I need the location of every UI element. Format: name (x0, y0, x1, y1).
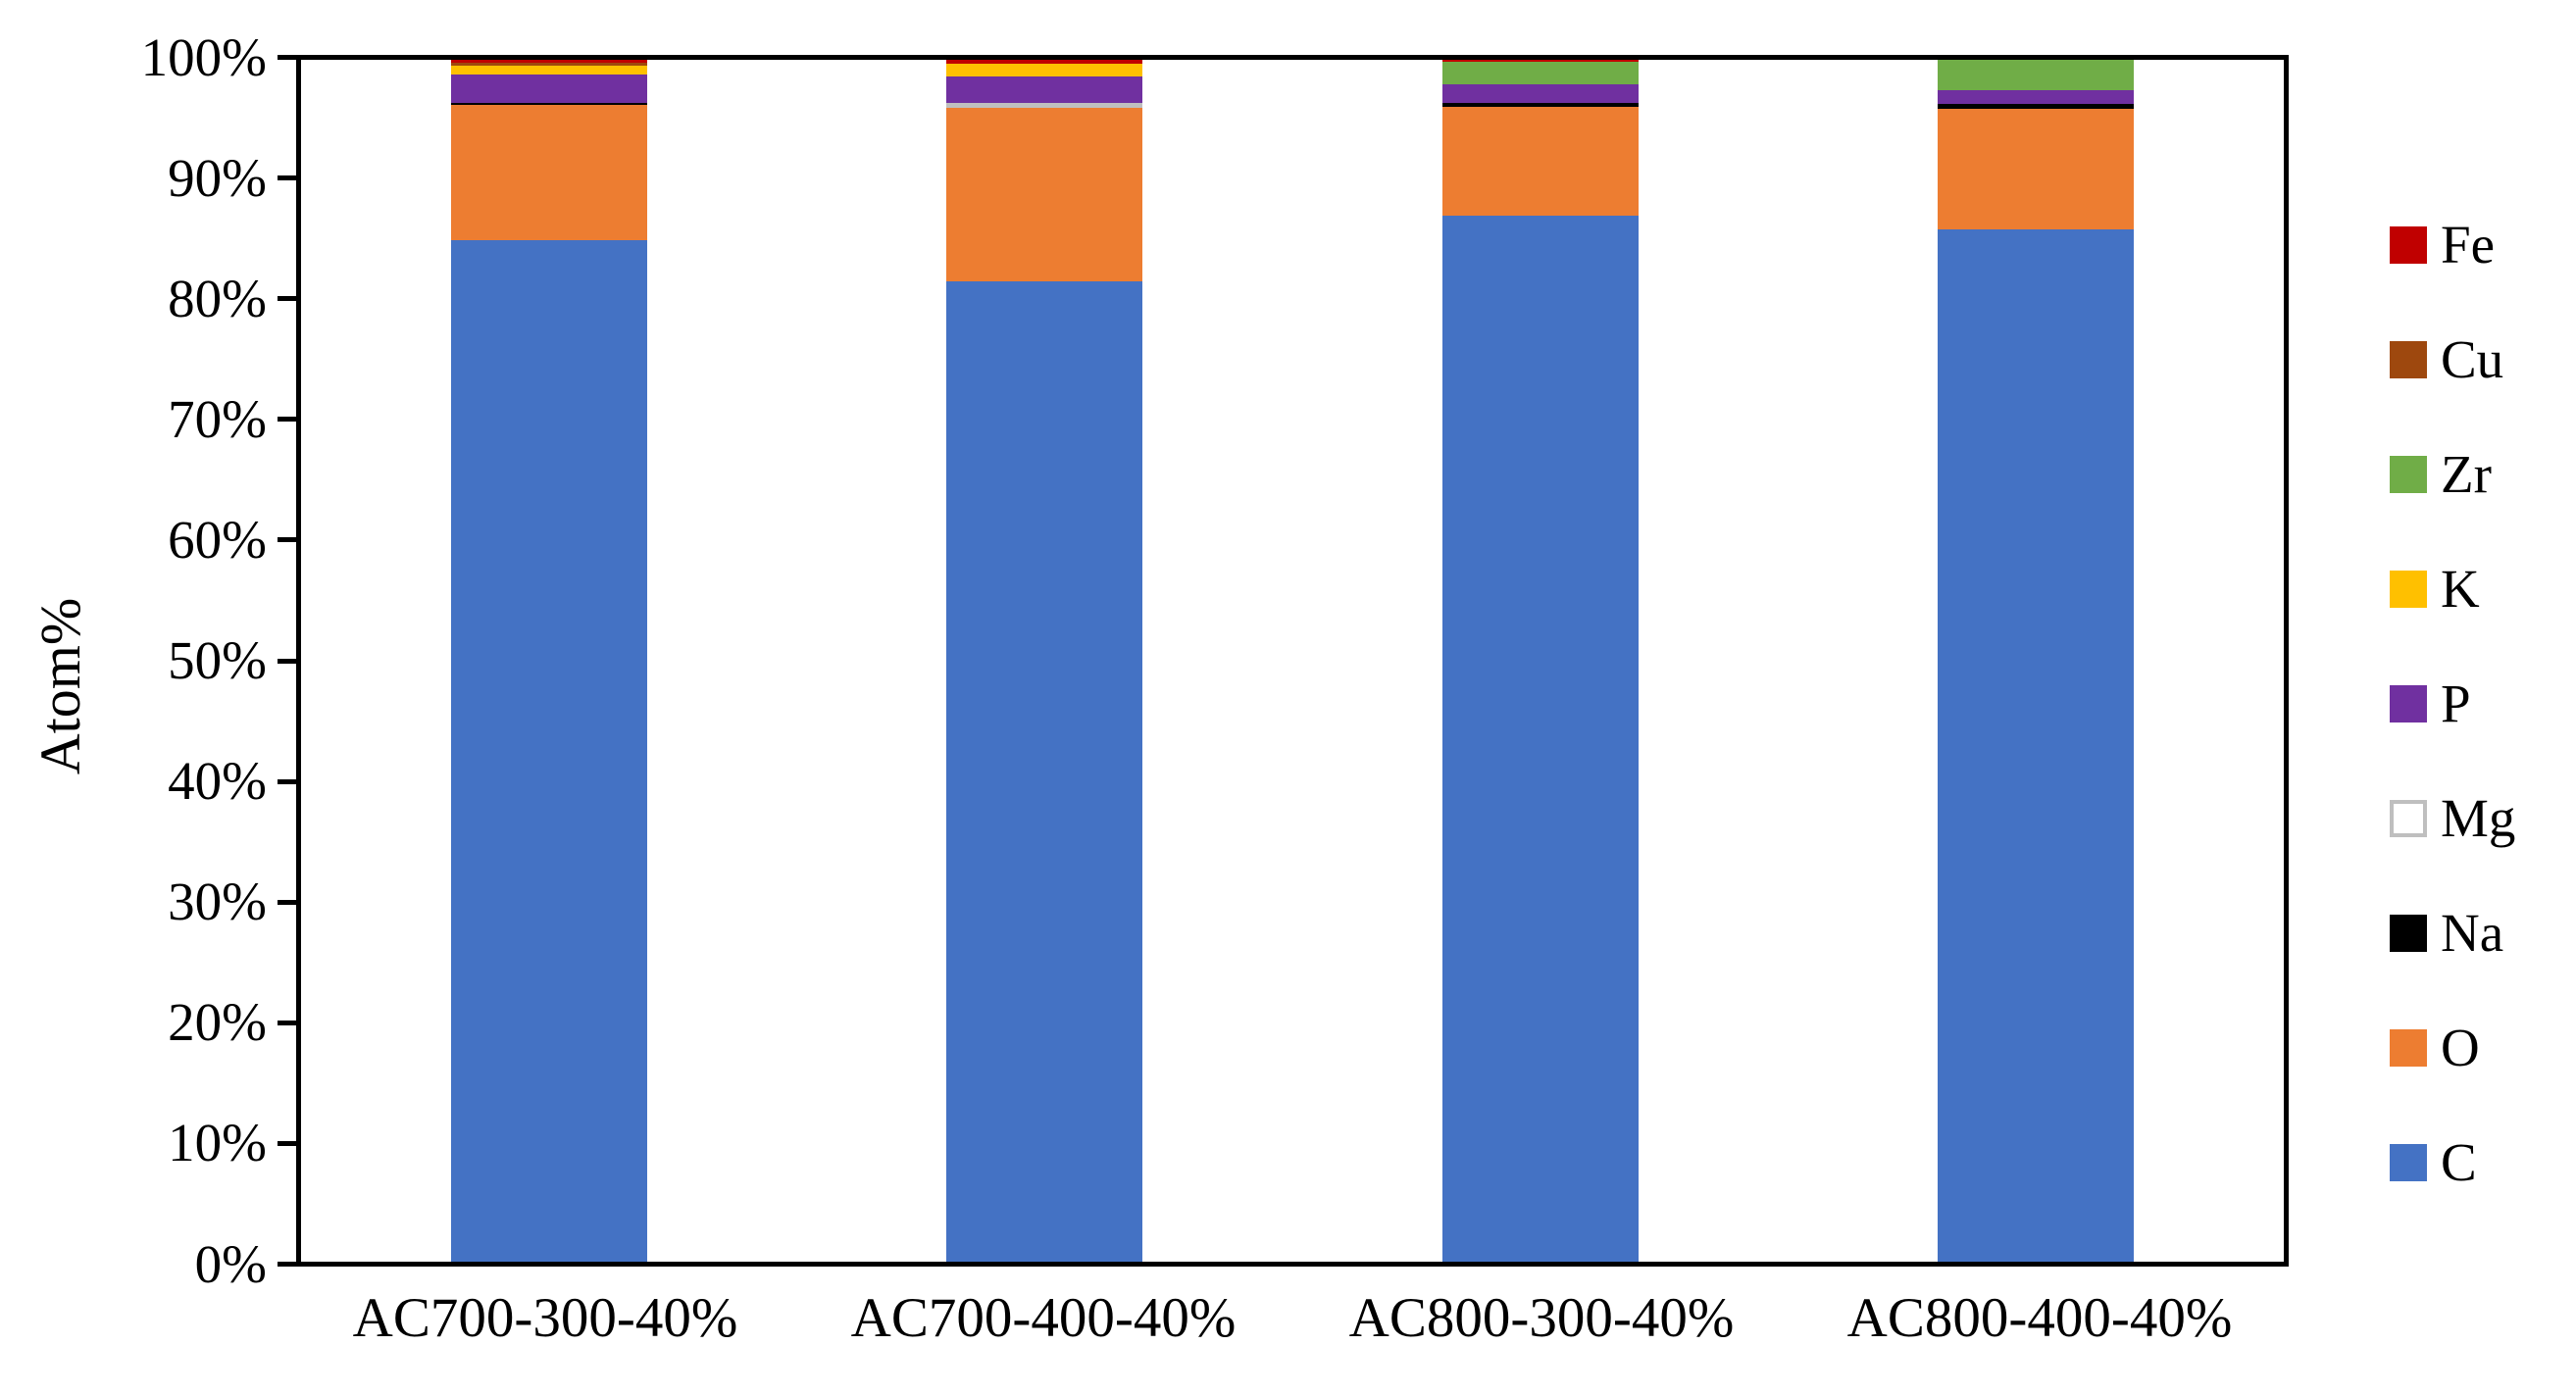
legend-item-fe: Fe (2390, 218, 2515, 272)
legend-item-cu: Cu (2390, 332, 2515, 386)
bar-slot-ac700-300-40% (301, 60, 797, 1262)
legend-label-zr: Zr (2441, 444, 2492, 504)
bar-slot-ac800-300-40% (1292, 60, 1789, 1262)
legend-swatch-k (2390, 570, 2427, 608)
bar-segment-c-ac800-400-40% (1938, 228, 2135, 1262)
y-tick-label-60: 60% (168, 509, 267, 570)
legend-label-mg: Mg (2441, 788, 2516, 848)
bar-segment-p-ac700-300-40% (450, 75, 647, 103)
bar-segment-o-ac700-400-40% (946, 108, 1143, 281)
y-tick-label-90: 90% (168, 147, 267, 208)
y-tick-mark-80 (278, 296, 296, 302)
x-category-label-ac800-300-40%: AC800-300-40% (1348, 1287, 1735, 1349)
legend-item-na: Na (2390, 906, 2515, 960)
x-category-label-ac800-400-40%: AC800-400-40% (1846, 1287, 2233, 1349)
legend-label-o: O (2441, 1018, 2480, 1077)
y-tick-label-10: 10% (168, 1113, 267, 1173)
plot-area (296, 55, 2289, 1267)
bar-segment-k-ac700-300-40% (450, 65, 647, 75)
bar-segment-zr-ac800-300-40% (1441, 62, 1639, 84)
bar-segment-fe-ac700-400-40% (946, 60, 1143, 65)
legend-item-k: K (2390, 562, 2515, 616)
legend-swatch-mg (2390, 799, 2427, 837)
legend-swatch-zr (2390, 455, 2427, 493)
bar-segment-o-ac700-300-40% (450, 104, 647, 240)
bar-segment-k-ac700-400-40% (946, 64, 1143, 77)
legend-swatch-c (2390, 1143, 2427, 1181)
y-tick-mark-70 (278, 417, 296, 423)
y-tick-mark-100 (278, 55, 296, 60)
legend-label-p: P (2441, 673, 2471, 733)
bar-segment-c-ac800-300-40% (1441, 216, 1639, 1262)
legend-label-na: Na (2441, 903, 2504, 963)
bar-segment-zr-ac800-400-40% (1938, 60, 2135, 91)
bar-segment-na-ac800-400-40% (1938, 103, 2135, 110)
bar-segment-p-ac800-300-40% (1441, 83, 1639, 103)
y-tick-mark-40 (278, 778, 296, 784)
legend-label-fe: Fe (2441, 215, 2495, 274)
legend: Fe Cu Zr K P Mg Na O C (2390, 218, 2515, 1189)
legend-item-p: P (2390, 676, 2515, 730)
stacked-bar-ac800-400-40% (1938, 60, 2135, 1262)
legend-item-mg: Mg (2390, 791, 2515, 845)
y-tick-mark-0 (278, 1262, 296, 1267)
legend-swatch-o (2390, 1028, 2427, 1067)
y-tick-label-70: 70% (168, 388, 267, 449)
legend-swatch-fe (2390, 225, 2427, 264)
y-tick-label-30: 30% (168, 872, 267, 932)
y-tick-mark-10 (278, 1140, 296, 1146)
legend-swatch-na (2390, 914, 2427, 952)
bar-segment-na-ac800-300-40% (1441, 102, 1639, 107)
y-tick-label-80: 80% (168, 268, 267, 328)
bar-segment-o-ac800-300-40% (1441, 106, 1639, 217)
y-tick-label-20: 20% (168, 992, 267, 1053)
y-tick-mark-20 (278, 1020, 296, 1025)
legend-label-cu: Cu (2441, 329, 2504, 389)
y-tick-label-40: 40% (168, 751, 267, 812)
y-tick-mark-50 (278, 658, 296, 664)
bar-segment-p-ac700-400-40% (946, 76, 1143, 104)
bar-segment-c-ac700-300-40% (450, 239, 647, 1262)
bar-segment-mg-ac700-400-40% (946, 103, 1143, 109)
legend-label-k: K (2441, 559, 2480, 619)
bar-slot-ac800-400-40% (1789, 60, 2285, 1262)
bar-slot-ac700-400-40% (797, 60, 1293, 1262)
y-tick-label-0: 0% (194, 1233, 267, 1294)
legend-item-c: C (2390, 1135, 2515, 1189)
x-category-label-ac700-300-40%: AC700-300-40% (352, 1287, 738, 1349)
y-tick-mark-90 (278, 175, 296, 181)
y-tick-label-100: 100% (140, 26, 267, 87)
stacked-bar-ac700-400-40% (946, 60, 1143, 1262)
stacked-bar-ac800-300-40% (1441, 60, 1639, 1262)
bar-segment-fe-ac700-300-40% (450, 60, 647, 63)
stacked-bar-ac700-300-40% (450, 60, 647, 1262)
x-category-label-ac700-400-40%: AC700-400-40% (850, 1287, 1237, 1349)
y-tick-mark-30 (278, 899, 296, 905)
y-tick-label-50: 50% (168, 630, 267, 690)
bar-segment-fe-ac800-300-40% (1441, 60, 1639, 63)
bar-segment-p-ac800-400-40% (1938, 90, 2135, 104)
legend-item-o: O (2390, 1021, 2515, 1074)
bar-segment-cu-ac700-300-40% (450, 62, 647, 66)
legend-swatch-cu (2390, 340, 2427, 378)
legend-label-c: C (2441, 1132, 2477, 1192)
legend-item-zr: Zr (2390, 447, 2515, 501)
bar-segment-c-ac700-400-40% (946, 280, 1143, 1262)
y-tick-mark-60 (278, 537, 296, 543)
legend-swatch-p (2390, 684, 2427, 722)
bar-segment-o-ac800-400-40% (1938, 109, 2135, 229)
bar-segment-na-ac700-300-40% (450, 102, 647, 105)
